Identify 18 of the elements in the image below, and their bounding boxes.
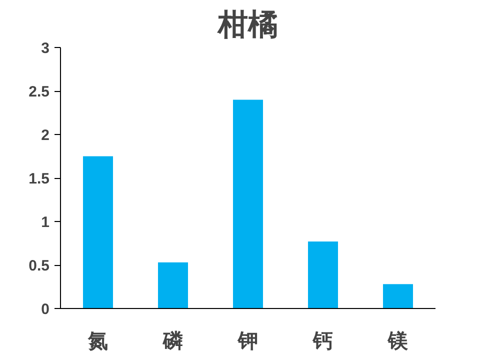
y-tick-label: 1 — [41, 214, 50, 231]
bar — [308, 242, 338, 308]
bar — [83, 156, 113, 308]
x-tick-label: 镁 — [387, 328, 409, 352]
x-tick-label: 钙 — [312, 328, 333, 352]
y-tick-label: 0.5 — [28, 258, 50, 274]
y-tick-label: 2 — [41, 127, 50, 144]
y-tick-label: 3 — [41, 40, 50, 57]
x-tick-label: 钾 — [237, 328, 258, 352]
chart-title: 柑橘 — [216, 8, 278, 42]
x-tick-label: 磷 — [162, 328, 184, 352]
bar — [383, 284, 413, 308]
bar — [158, 262, 188, 308]
y-tick-label: 1.5 — [28, 170, 50, 188]
bar — [233, 100, 263, 308]
y-tick-label: 0 — [41, 301, 50, 318]
y-tick-label: 2.5 — [28, 84, 50, 100]
x-tick-label: 氮 — [87, 328, 108, 352]
